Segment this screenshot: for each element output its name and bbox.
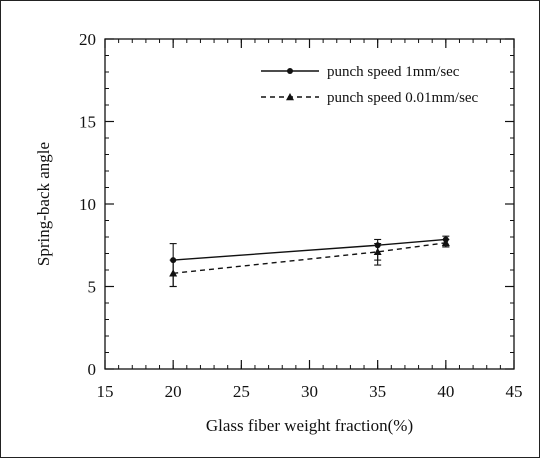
x-tick-label: 45 [506,382,523,401]
legend: punch speed 1mm/sec punch speed 0.01mm/se… [261,64,479,106]
series-layer [169,235,450,288]
y-tick-label: 20 [79,30,96,49]
x-tick-label: 40 [437,382,454,401]
series-2-point [373,247,382,256]
major-ticks [104,38,515,370]
series-2-point [169,269,178,277]
y-tick-label: 5 [88,278,97,297]
x-tick-labels: 15 20 25 30 35 40 45 [97,382,523,401]
legend-marker-1 [287,68,293,74]
series-2-line [173,242,446,274]
series-2 [169,238,450,288]
legend-label-1: punch speed 1mm/sec [327,64,460,80]
series-2-point [441,238,450,246]
x-axis-title: Glass fiber weight fraction(%) [206,416,413,435]
y-tick-labels: 0 5 10 15 20 [79,30,96,379]
x-tick-label: 30 [301,382,318,401]
series-1 [169,235,450,288]
minor-ticks [104,38,515,370]
y-tick-label: 15 [79,113,96,132]
x-tick-label: 25 [233,382,250,401]
x-tick-label: 15 [97,382,114,401]
plot-area [104,38,515,370]
y-tick-label: 0 [88,360,97,379]
y-axis-title: Spring-back angle [34,142,53,266]
legend-marker-2 [286,93,294,101]
legend-label-2: punch speed 0.01mm/sec [327,90,479,106]
y-tick-label: 10 [79,195,96,214]
x-tick-label: 20 [165,382,182,401]
series-1-line [173,238,446,261]
x-tick-label: 35 [369,382,386,401]
